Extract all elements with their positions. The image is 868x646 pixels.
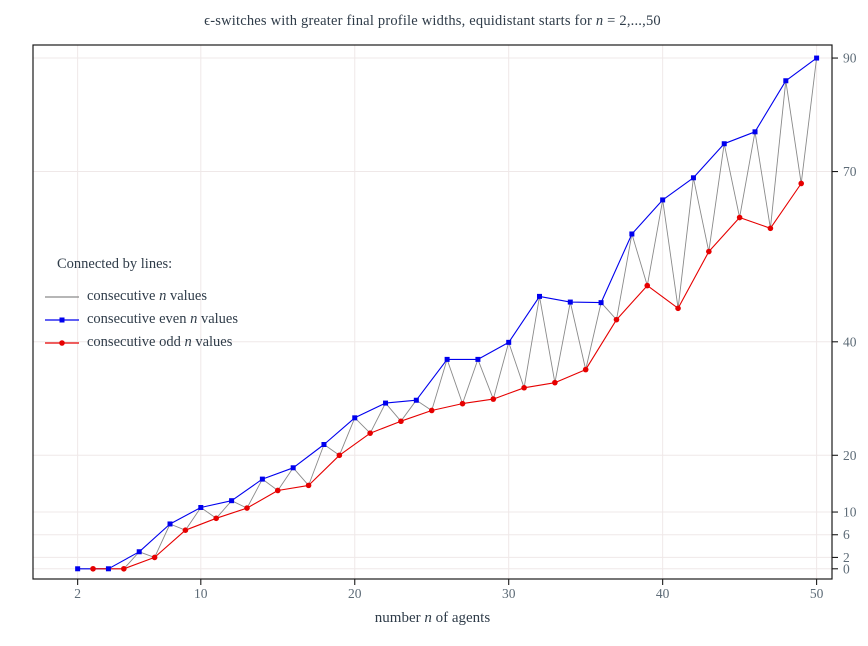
legend-header: Connected by lines: bbox=[57, 256, 173, 272]
data-point-odd bbox=[675, 305, 681, 312]
legend-item-consecutive-odd-n: consecutive odd n values bbox=[45, 331, 305, 354]
data-point-odd bbox=[305, 482, 312, 489]
data-point-odd bbox=[490, 396, 497, 402]
data-point-even bbox=[721, 141, 727, 147]
x-tick-label: 2 bbox=[74, 586, 81, 601]
data-point-even bbox=[167, 521, 173, 527]
data-point-even bbox=[660, 197, 666, 203]
data-point-even bbox=[136, 549, 142, 555]
blue-line-square-swatch bbox=[45, 317, 79, 322]
x-tick-label: 40 bbox=[656, 586, 670, 601]
data-point-even bbox=[506, 339, 512, 345]
y-tick-label: 40 bbox=[843, 334, 857, 349]
gray-line-swatch bbox=[45, 295, 79, 298]
data-point-even bbox=[352, 415, 358, 421]
data-point-odd bbox=[244, 505, 250, 511]
data-point-even bbox=[536, 293, 542, 299]
data-point-odd bbox=[582, 366, 589, 373]
data-point-odd bbox=[706, 248, 712, 255]
x-axis-label: number n of agents bbox=[374, 610, 491, 626]
chart-title-var: n bbox=[595, 13, 604, 29]
data-point-even bbox=[321, 442, 327, 448]
data-point-even bbox=[752, 129, 758, 135]
data-point-even bbox=[814, 55, 820, 61]
data-point-even bbox=[105, 566, 111, 572]
data-point-even bbox=[444, 356, 450, 362]
data-point-even bbox=[783, 78, 789, 84]
data-point-odd bbox=[151, 554, 158, 561]
data-point-odd bbox=[798, 180, 805, 187]
data-point-odd bbox=[613, 316, 620, 323]
data-point-even bbox=[290, 465, 296, 471]
data-point-even bbox=[598, 300, 604, 306]
data-point-odd bbox=[398, 418, 404, 425]
data-point-odd bbox=[767, 225, 774, 232]
x-tick-label: 50 bbox=[810, 586, 824, 601]
data-point-odd bbox=[182, 527, 189, 533]
data-point-odd bbox=[90, 565, 96, 572]
data-point-odd bbox=[736, 214, 743, 221]
data-point-odd bbox=[213, 515, 220, 522]
data-point-odd bbox=[644, 282, 651, 289]
chart-title-pre: ϵ-switches with greater final profile wi… bbox=[204, 13, 596, 29]
legend-label: consecutive even n values bbox=[87, 311, 238, 327]
red-line-circle-swatch bbox=[45, 339, 79, 346]
legend-item-consecutive-even-n: consecutive even n values bbox=[45, 308, 305, 331]
chart-title-post: = 2,...,50 bbox=[603, 13, 661, 29]
data-point-even bbox=[75, 566, 81, 572]
data-point-odd bbox=[428, 407, 435, 414]
data-point-odd bbox=[274, 487, 281, 494]
x-tick-label: 20 bbox=[348, 586, 362, 601]
data-point-even bbox=[198, 504, 204, 510]
data-point-odd bbox=[552, 379, 558, 386]
series-line-odd bbox=[93, 183, 802, 570]
legend-label: consecutive odd n values bbox=[87, 334, 233, 350]
data-point-even bbox=[259, 476, 265, 482]
y-tick-label: 2 bbox=[843, 550, 850, 565]
y-tick-label: 70 bbox=[843, 164, 857, 179]
y-tick-label: 6 bbox=[843, 527, 850, 542]
y-tick-label: 0 bbox=[843, 561, 850, 576]
data-point-odd bbox=[367, 430, 373, 436]
legend: Connected by lines: consecutive n values… bbox=[45, 256, 305, 354]
data-point-even bbox=[690, 175, 696, 181]
y-tick-label: 10 bbox=[843, 505, 857, 520]
data-point-odd bbox=[459, 400, 466, 407]
plot-frame bbox=[32, 44, 833, 580]
legend-label: consecutive n values bbox=[87, 288, 207, 304]
data-point-even bbox=[629, 231, 635, 237]
data-point-odd bbox=[336, 452, 343, 459]
legend-item-consecutive-n: consecutive n values bbox=[45, 285, 305, 308]
data-point-even bbox=[413, 397, 419, 403]
data-point-even bbox=[383, 400, 389, 406]
data-point-even bbox=[567, 299, 573, 305]
x-tick-label: 10 bbox=[194, 586, 208, 601]
y-tick-label: 20 bbox=[843, 448, 857, 463]
data-point-odd bbox=[521, 384, 527, 391]
chart-title: ϵ-switches with greater final profile wi… bbox=[33, 13, 832, 30]
y-tick-label: 90 bbox=[843, 51, 857, 66]
data-point-even bbox=[229, 498, 235, 504]
data-point-even bbox=[475, 356, 481, 362]
x-tick-label: 30 bbox=[502, 586, 516, 601]
data-point-odd bbox=[121, 565, 127, 572]
